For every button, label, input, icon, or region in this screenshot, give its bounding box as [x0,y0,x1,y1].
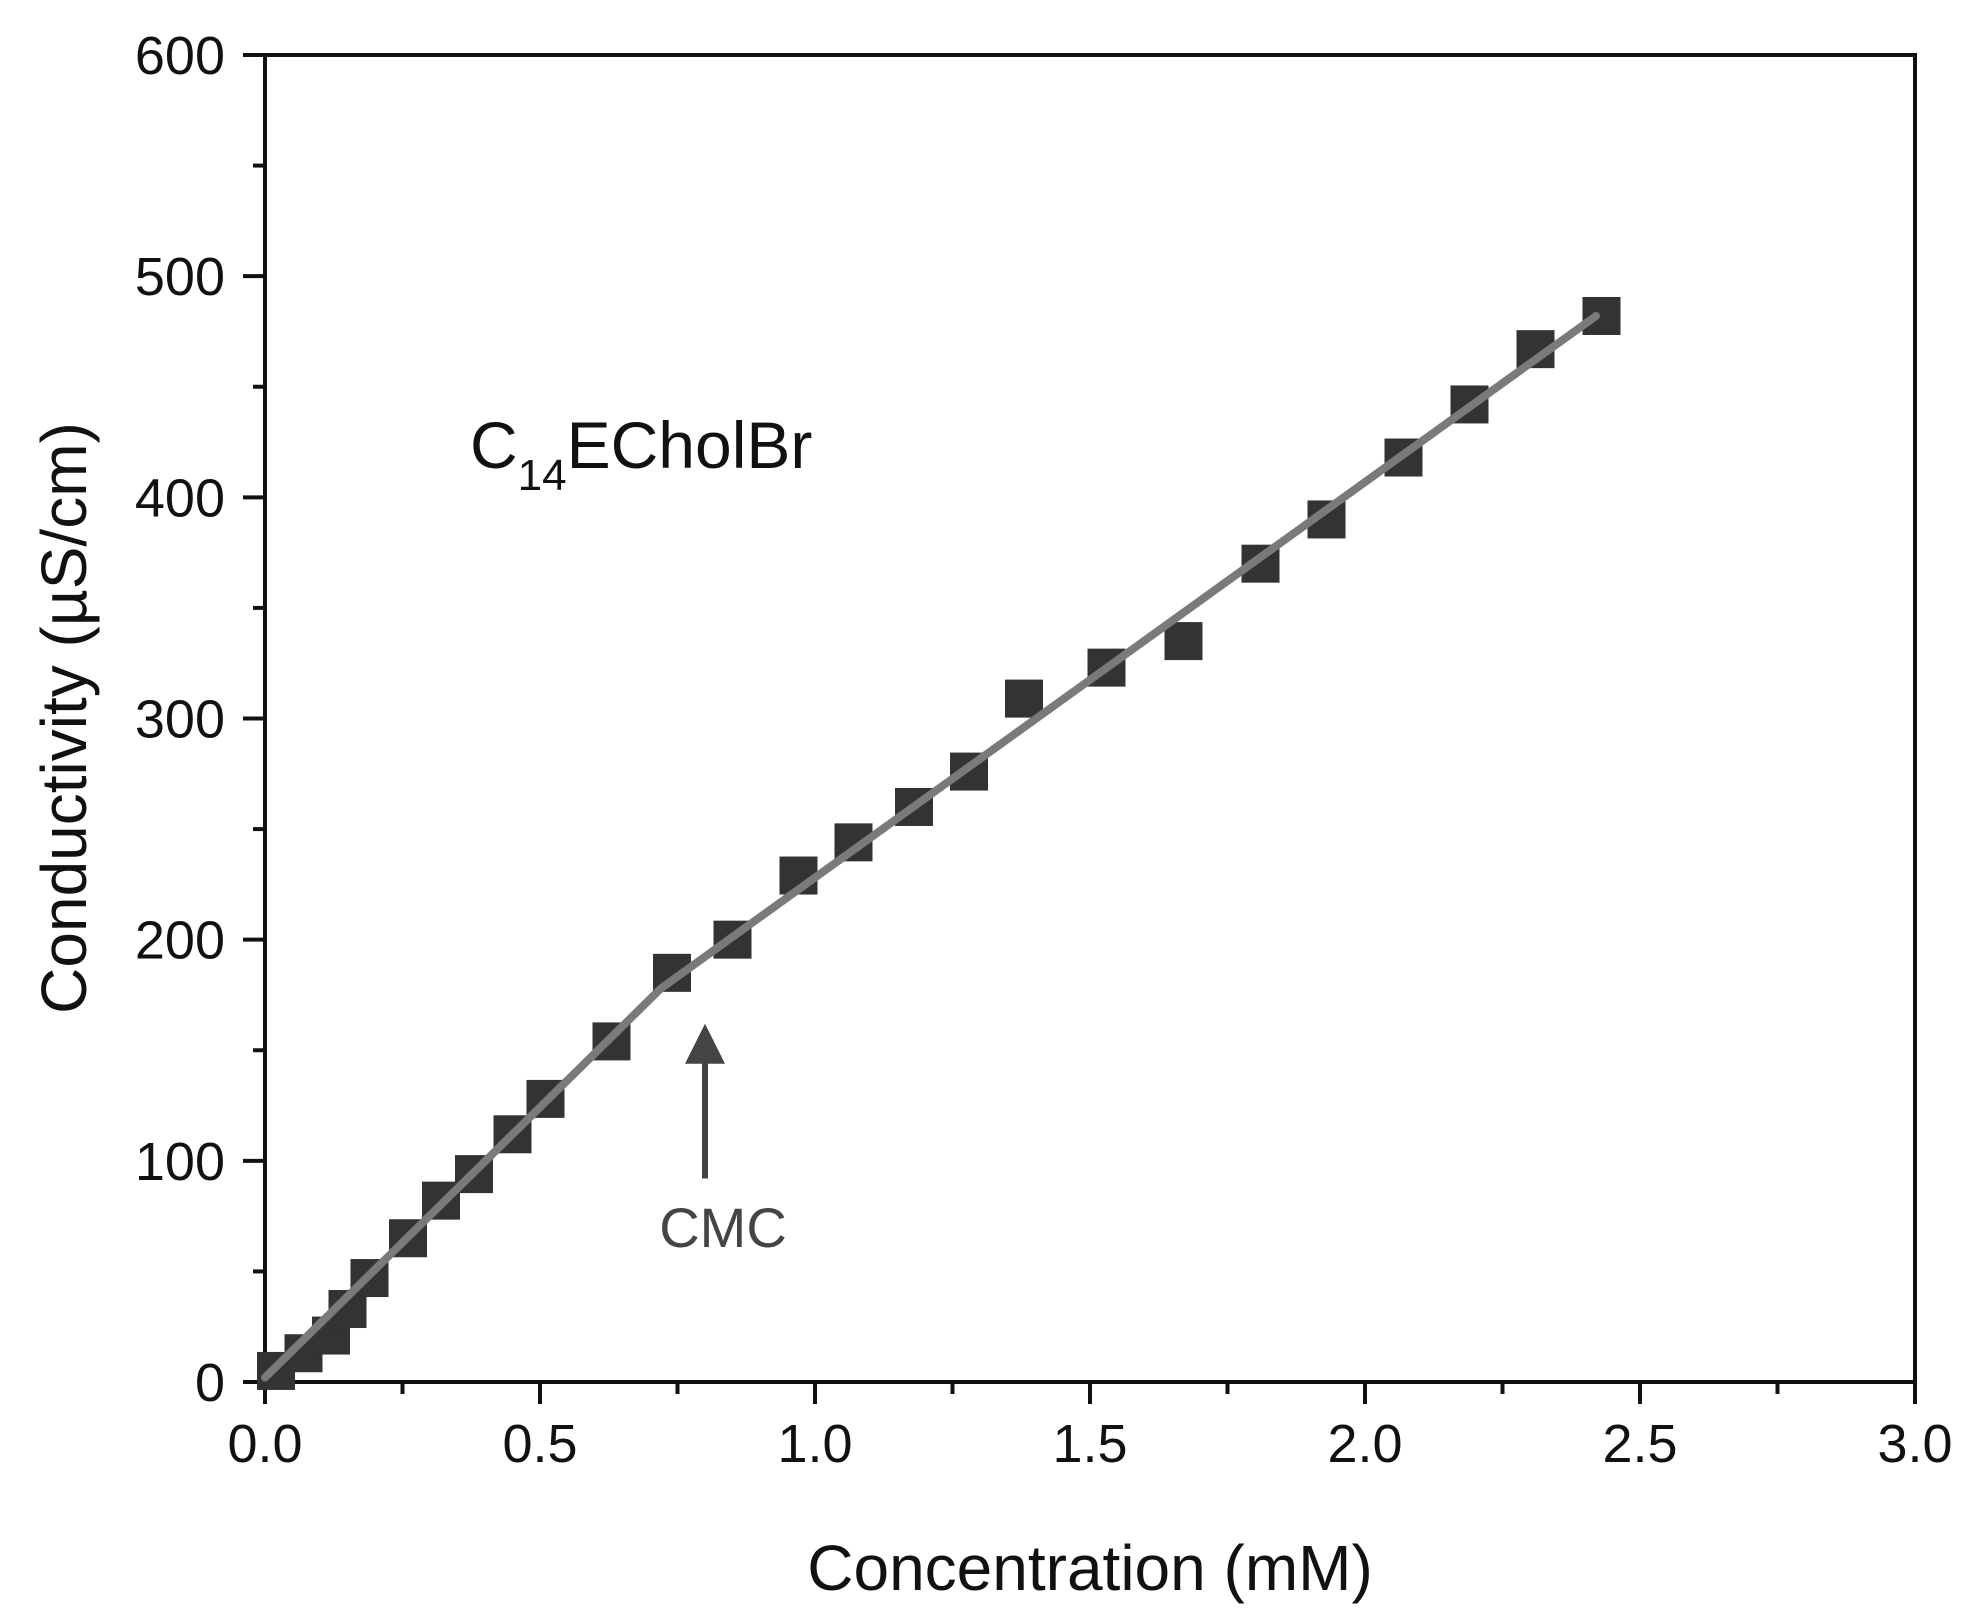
x-tick-label: 0.0 [227,1414,302,1474]
fit-lines [261,311,1600,1382]
y-axis-title: Conductivity (µS/cm) [28,422,100,1014]
cmc-arrow-head [685,1023,725,1064]
axis-ticks: 0.0 0.5 1.0 1.5 2.0 2.5 3.0 0 100 200 300 400 500 600 [135,26,1953,1474]
data-point [1582,296,1621,335]
plot-frame [263,53,1917,1384]
y-tick-label: 0 [195,1353,225,1413]
sample-label-subscript: 14 [518,451,567,500]
sample-label-base: C [470,408,518,482]
x-tick-label: 2.0 [1327,1414,1402,1474]
y-tick-label: 500 [135,247,225,307]
data-markers [257,296,1621,1390]
data-point [1005,679,1043,718]
cmc-label: CMC [659,1196,787,1259]
data-point [1164,622,1203,661]
fit-line [261,984,665,1382]
y-tick-label: 100 [135,1132,225,1192]
x-tick-label: 1.0 [777,1414,852,1474]
x-axis-title: Concentration (mM) [807,1532,1373,1604]
y-tick-label: 200 [135,911,225,971]
y-tick-label: 400 [135,468,225,528]
x-tick-label: 3.0 [1877,1414,1952,1474]
x-tick-label: 0.5 [502,1414,577,1474]
sample-label: C14ECholBr [470,408,812,500]
x-tick-label: 1.5 [1052,1414,1127,1474]
cmc-annotation: CMC [659,1023,787,1259]
x-tick-label: 2.5 [1602,1414,1677,1474]
fit-line [657,311,1600,993]
y-tick-label: 600 [135,26,225,86]
sample-label-suffix: ECholBr [567,408,813,482]
y-tick-label: 300 [135,690,225,750]
